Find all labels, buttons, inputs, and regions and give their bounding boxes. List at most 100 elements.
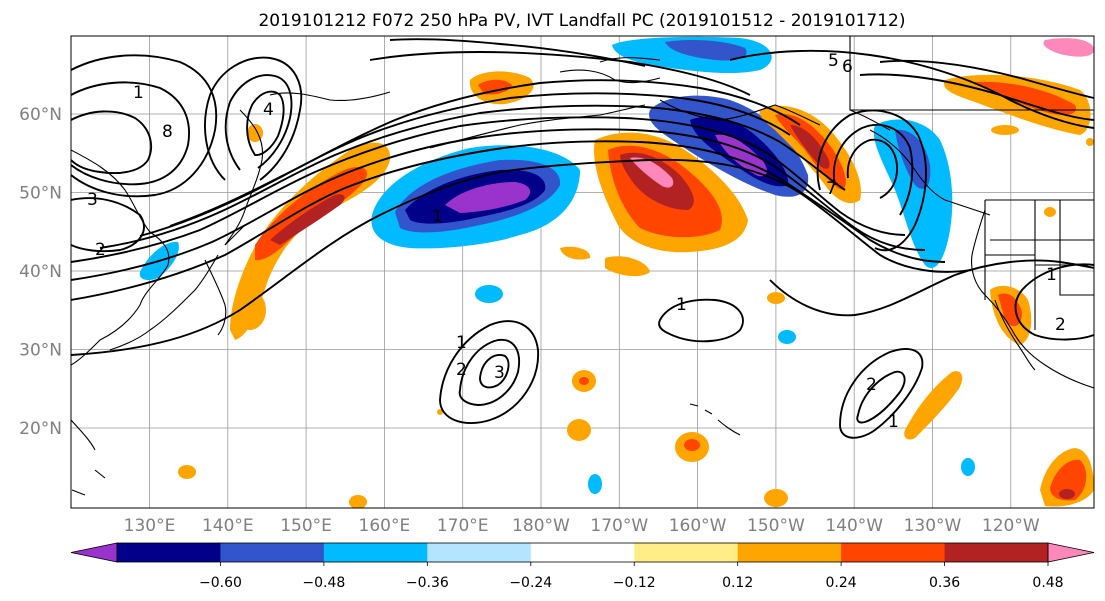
- contour-labels: 1 2 3 4 5 6 7 8 1 1 2 3 1 2 1 1 2: [87, 51, 1066, 432]
- colorbar-segment: [427, 543, 532, 562]
- colorbar-upper-extension: [1047, 542, 1095, 563]
- colorbar-outline: [116, 542, 1049, 563]
- colorbar-tick-label: −0.24: [509, 575, 552, 591]
- coast-baja: [994, 299, 1036, 371]
- positive-anomaly-southeast-max: [1059, 489, 1075, 499]
- contour-jet-4: [71, 116, 906, 263]
- coast-us-states: [984, 200, 1094, 330]
- positive-anomaly-small-11: [234, 290, 266, 330]
- contours: [71, 38, 1094, 439]
- contour-subtrop-east: [769, 259, 1094, 317]
- colorbar-tick-label: 0.36: [929, 575, 960, 591]
- contour-loop-west-4: [71, 197, 145, 253]
- coast-japan: [109, 254, 219, 351]
- positive-anomaly-small-2-core: [579, 377, 589, 385]
- contour-label: 2: [95, 240, 106, 260]
- coast-okhotsk: [269, 91, 391, 102]
- colorbar-segment: [841, 543, 946, 562]
- contour-north-east-1: [729, 49, 1094, 129]
- coast-bc: [869, 129, 991, 216]
- contour-high-2b: [458, 339, 520, 406]
- map-panel: 1 2 3 4 5 6 7 8 1 1 2 3 1 2 1 1 2: [70, 35, 1095, 509]
- contour-label: 3: [87, 190, 98, 210]
- negative-anomaly-small-1: [475, 285, 503, 303]
- contour-label: 1: [676, 295, 687, 315]
- colorbar-segment: [220, 543, 325, 562]
- coast-asia: [71, 149, 170, 366]
- contour-east-3: [846, 138, 898, 199]
- positive-anomaly-small-12: [1044, 207, 1056, 217]
- longitude-labels: 130°E 140°E 150°E 160°E 170°E 180°W 170°W 160°W…: [124, 516, 1040, 536]
- colorbar-segment: [530, 543, 635, 562]
- coast-aleutians: [429, 104, 646, 149]
- colorbar-tick-label: −0.48: [302, 575, 345, 591]
- longitude-tick-label: 130°W: [904, 516, 962, 536]
- positive-anomaly-northeast-corner: [1043, 38, 1094, 57]
- contour-label: 2: [1055, 315, 1066, 335]
- contour-high-2c: [479, 354, 510, 389]
- coast-hawaii: [689, 403, 741, 436]
- positive-anomaly-small-10: [560, 246, 591, 260]
- longitude-tick-label: 120°W: [982, 516, 1040, 536]
- map-frame: [70, 35, 1095, 509]
- contour-jet-2: [71, 140, 946, 301]
- colorbar: −0.60 −0.48 −0.36 −0.24 −0.12 0.12 0.24 0.36 0.4…: [70, 542, 1095, 591]
- colorbar-segment: [634, 543, 739, 562]
- contour-ridge-2: [224, 74, 293, 171]
- negative-anomaly-bering-core: [665, 40, 747, 61]
- positive-anomaly-east-pacific-max: [630, 157, 674, 188]
- longitude-tick-label: 180°W: [512, 516, 570, 536]
- longitude-tick-label: 170°E: [437, 516, 489, 536]
- contour-label: 1: [432, 207, 443, 227]
- contour-high-3a: [839, 348, 924, 439]
- colorbar-tick-label: 0.12: [722, 575, 753, 591]
- longitude-tick-label: 170°W: [590, 516, 648, 536]
- positive-anomaly-small-4-core: [684, 439, 700, 451]
- latitude-tick-label: 60°N: [19, 105, 62, 125]
- contour-north-east-3: [879, 59, 1094, 99]
- contour-label: 3: [494, 363, 505, 383]
- contour-label: 1: [1046, 265, 1057, 285]
- negative-anomaly-small-4: [961, 458, 975, 476]
- latitude-labels: 60°N 50°N 40°N 30°N 20°N: [19, 105, 62, 439]
- contour-label: 7: [826, 179, 837, 199]
- contour-jet-7: [169, 79, 801, 227]
- contour-label: 1: [888, 412, 899, 432]
- contour-high-2a: [439, 320, 539, 424]
- positive-anomaly-small-6: [764, 489, 788, 507]
- colorbar-lower-extension: [70, 542, 118, 563]
- positive-anomaly-small-5: [178, 465, 196, 479]
- positive-anomaly-small-8: [767, 292, 785, 304]
- contour-east-1: [816, 109, 927, 252]
- contour-label: 4: [263, 100, 274, 120]
- longitude-tick-label: 150°E: [280, 516, 332, 536]
- contour-jet-3: [71, 128, 926, 281]
- colorbar-segment: [737, 543, 842, 562]
- colorbar-segment: [944, 543, 1049, 562]
- longitude-tick-label: 160°E: [359, 516, 411, 536]
- latitude-tick-label: 50°N: [19, 184, 62, 204]
- coast-canada-borders: [849, 36, 1094, 241]
- negative-anomaly-small-3: [588, 474, 602, 494]
- figure-title: 2019101212 F072 250 hPa PV, IVT Landfall…: [258, 11, 905, 31]
- colorbar-tick-label: −0.36: [406, 575, 449, 591]
- contour-jet-8: [369, 51, 751, 96]
- negative-anomaly-west-coast: [873, 119, 953, 269]
- contour-label: 2: [866, 375, 877, 395]
- positive-anomaly-west-pacific-max: [270, 194, 345, 245]
- shaded-field: [139, 36, 1094, 508]
- contour-north-east-2: [859, 73, 1094, 121]
- latitude-tick-label: 30°N: [19, 341, 62, 361]
- contour-ridge-3: [246, 90, 285, 156]
- longitude-tick-label: 130°E: [124, 516, 176, 536]
- longitude-tick-label: 140°W: [825, 516, 883, 536]
- colorbar-segment: [323, 543, 428, 562]
- longitude-tick-label: 150°W: [747, 516, 805, 536]
- contour-high-3b: [856, 370, 906, 424]
- contour-baja-low: [1014, 263, 1094, 341]
- contour-label: 8: [162, 122, 173, 142]
- coast-alaska-south: [659, 99, 821, 126]
- longitude-tick-label: 160°W: [669, 516, 727, 536]
- colorbar-tick-label: −0.12: [613, 575, 656, 591]
- contour-label: 1: [133, 83, 144, 103]
